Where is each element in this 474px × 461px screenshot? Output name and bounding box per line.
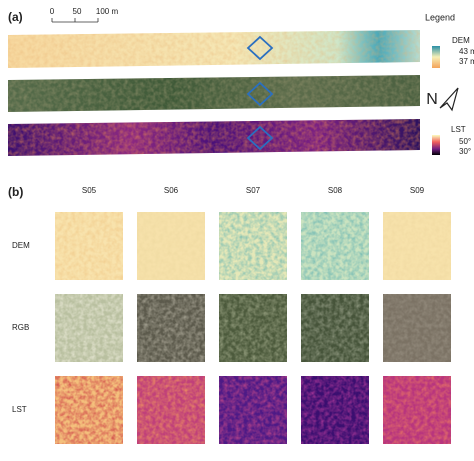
legend-label: 50° <box>459 137 471 146</box>
image-texture <box>219 212 287 280</box>
legend-title: LST <box>451 125 466 134</box>
panel-label: (a) <box>8 10 23 24</box>
column-header: S07 <box>246 186 261 195</box>
column-header: S06 <box>164 186 179 195</box>
legend-label: 43 m <box>459 47 474 56</box>
tile-grid: S05 S06 S07 S08 S09 DEM RGB LST <box>12 186 451 444</box>
image-texture <box>137 294 205 362</box>
image-texture <box>55 376 123 444</box>
column-header: S08 <box>328 186 343 195</box>
scale-bar <box>51 18 99 23</box>
image-texture <box>55 294 123 362</box>
scale-label: 50 <box>73 7 82 16</box>
row-label: LST <box>12 405 27 414</box>
legend-label: 37 m <box>459 57 474 66</box>
row-label: DEM <box>12 241 30 250</box>
legend-title: DEM <box>452 36 470 45</box>
legend-label: 30° <box>459 147 471 156</box>
image-texture <box>137 376 205 444</box>
row-label: RGB <box>12 323 29 332</box>
image-texture <box>301 376 369 444</box>
colorbar <box>432 46 440 68</box>
image-texture <box>383 294 451 362</box>
image-texture <box>301 212 369 280</box>
colorbar <box>432 135 440 155</box>
column-header: S05 <box>82 186 97 195</box>
image-texture <box>219 294 287 362</box>
scale-label: 0 <box>50 7 55 16</box>
panel-label: (b) <box>8 185 23 199</box>
image-texture <box>219 376 287 444</box>
scale-label: 100 m <box>96 7 119 16</box>
column-header: S09 <box>410 186 425 195</box>
legend-title: Legend <box>425 12 455 22</box>
image-texture <box>383 376 451 444</box>
north-label: N <box>426 91 438 108</box>
image-texture <box>301 294 369 362</box>
strips <box>8 30 420 156</box>
image-texture <box>55 212 123 280</box>
north-arrow <box>439 87 459 112</box>
image-texture <box>137 212 205 280</box>
image-texture <box>383 212 451 280</box>
